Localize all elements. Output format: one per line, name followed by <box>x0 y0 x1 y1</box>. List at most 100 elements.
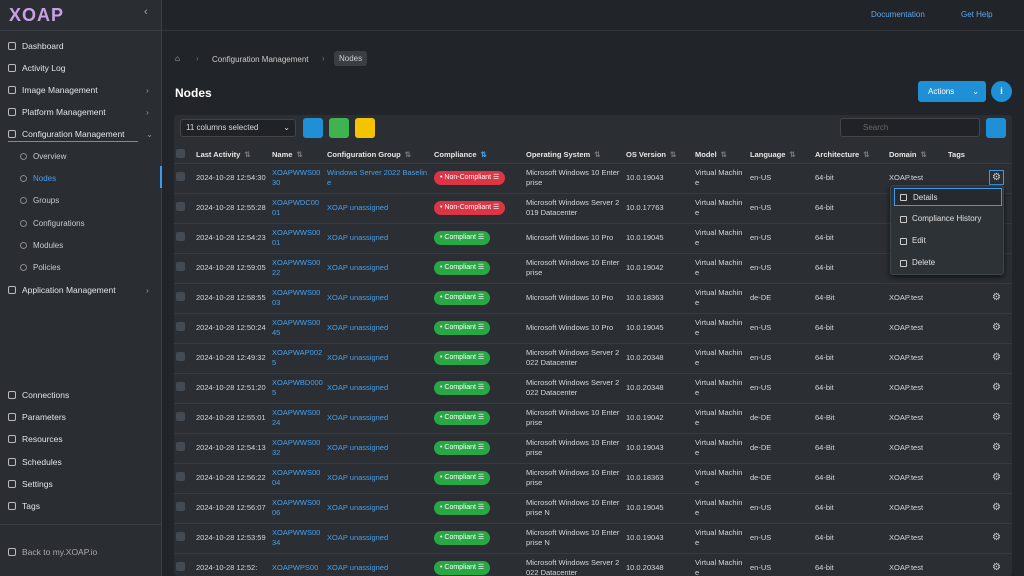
menu-item[interactable]: Edit <box>912 236 926 245</box>
export-button[interactable] <box>303 118 323 138</box>
nav-item[interactable]: Settings <box>8 479 53 489</box>
cell-text[interactable]: XOAPWWS0024 <box>272 408 321 427</box>
cell-text[interactable]: XOAPWWS0004 <box>272 468 321 487</box>
column-header[interactable]: Name ⇅ <box>272 150 303 160</box>
cell-text[interactable]: XOAPWWS0034 <box>272 528 321 547</box>
badge-label: Compliant <box>444 474 476 481</box>
nav-item[interactable]: Configuration Management ⌄ <box>8 129 153 142</box>
gear-icon[interactable]: ⚙ <box>992 382 1001 393</box>
column-header[interactable]: Domain ⇅ <box>889 150 927 160</box>
column-header[interactable]: OS Version ⇅ <box>626 150 677 160</box>
excel-button[interactable] <box>329 118 349 138</box>
cell-text[interactable]: XOAPWPS00 <box>272 563 319 573</box>
row-gear[interactable]: ⚙ <box>981 522 1012 553</box>
actions-button[interactable]: Actions ⌄ <box>918 81 986 102</box>
row-gear[interactable]: ⚙ <box>981 552 1012 576</box>
gear-icon[interactable]: ⚙ <box>992 442 1001 453</box>
gear-icon[interactable]: ⚙ <box>992 322 1001 333</box>
cell-arch: 64-bit <box>813 492 887 523</box>
filter-button[interactable] <box>986 118 1006 138</box>
cell-text[interactable]: XOAPWBD0005 <box>272 378 323 397</box>
cell-text[interactable]: XOAPWWS0001 <box>272 228 321 247</box>
nav-item[interactable]: Policies <box>20 263 61 272</box>
gear-icon[interactable]: ⚙ <box>992 502 1001 513</box>
column-header[interactable]: Language ⇅ <box>750 150 796 160</box>
menu-item[interactable]: Compliance History <box>912 214 982 223</box>
gear-icon[interactable]: ⚙ <box>992 412 1001 423</box>
row-checkbox[interactable] <box>174 312 194 343</box>
cell-text[interactable]: XOAPWDC0001 <box>272 198 320 217</box>
nav-item[interactable]: Image Management › <box>8 85 149 95</box>
nav-item[interactable]: Resources <box>8 434 63 444</box>
cell-text[interactable]: XOAPWWS0003 <box>272 288 321 307</box>
row-gear[interactable]: ⚙ <box>981 432 1012 463</box>
cell-text: 10.0.19043 <box>626 173 664 182</box>
row-checkbox[interactable] <box>174 282 194 313</box>
help-link[interactable]: Get Help <box>961 10 993 19</box>
collapse[interactable]: ‹ <box>144 6 148 18</box>
gear-icon[interactable]: ⚙ <box>989 170 1004 185</box>
search-input[interactable]: Search <box>840 118 980 137</box>
nav-item[interactable]: Schedules <box>8 457 62 467</box>
nav-item[interactable]: Connections <box>8 390 69 400</box>
cell-text[interactable]: XOAPWWS0030 <box>272 168 321 187</box>
menu-item[interactable]: Delete <box>912 258 936 267</box>
cell-text[interactable]: XOAPWWS0006 <box>272 498 321 517</box>
doc-link[interactable]: Documentation <box>871 10 925 19</box>
column-header[interactable]: Compliance ⇅ <box>434 150 487 160</box>
nav-item[interactable]: Back to my.XOAP.io <box>8 547 97 557</box>
gear-icon[interactable]: ⚙ <box>992 562 1001 574</box>
nav-item[interactable]: Dashboard <box>8 41 64 51</box>
cell-text[interactable]: XOAPWWS0045 <box>272 318 321 337</box>
cell-text[interactable]: XOAPWAP0025 <box>272 348 323 367</box>
row-gear[interactable]: ⚙ <box>981 282 1012 313</box>
cell-text[interactable]: XOAPWWS0032 <box>272 438 321 457</box>
gear-icon[interactable]: ⚙ <box>992 472 1001 483</box>
nav-item[interactable]: Overview <box>20 152 66 161</box>
nav-item[interactable]: Application Management › <box>8 285 149 295</box>
row-checkbox[interactable] <box>174 252 194 283</box>
row-gear[interactable]: ⚙ <box>981 312 1012 343</box>
row-checkbox[interactable] <box>174 192 194 223</box>
nav-item[interactable]: Tags <box>8 501 40 511</box>
nav-item[interactable]: Nodes <box>20 174 56 183</box>
nav-item[interactable]: Modules <box>20 241 63 250</box>
nav-item[interactable]: Parameters <box>8 412 66 422</box>
breadcrumb[interactable]: Configuration Management <box>212 55 309 64</box>
row-checkbox[interactable] <box>174 162 194 193</box>
row-gear[interactable]: ⚙ <box>981 402 1012 433</box>
nav-item[interactable]: Activity Log <box>8 63 65 73</box>
pdf-button[interactable] <box>355 118 375 138</box>
row-gear[interactable]: ⚙ <box>981 492 1012 523</box>
home-icon[interactable]: ⌂ <box>175 54 180 63</box>
row-checkbox[interactable] <box>174 552 194 576</box>
column-header[interactable]: Last Activity ⇅ <box>196 150 251 160</box>
row-checkbox[interactable] <box>174 222 194 253</box>
column-header[interactable]: Operating System ⇅ <box>526 150 601 160</box>
column-header[interactable]: Architecture ⇅ <box>815 150 870 160</box>
nav-item[interactable]: Configurations <box>20 219 85 228</box>
menu-item[interactable]: Details <box>894 188 1002 206</box>
gear-icon[interactable]: ⚙ <box>992 352 1001 363</box>
row-gear[interactable]: ⚙ <box>981 462 1012 493</box>
info-button[interactable]: i <box>991 81 1012 102</box>
column-select[interactable]: 11 columns selected ⌄ <box>180 119 296 137</box>
column-header[interactable]: Configuration Group ⇅ <box>327 150 412 160</box>
nav-item[interactable]: Platform Management › <box>8 107 149 117</box>
row-checkbox[interactable] <box>174 372 194 403</box>
row-checkbox[interactable] <box>174 342 194 373</box>
cell-text[interactable]: XOAPWWS0022 <box>272 258 321 277</box>
row-gear[interactable]: ⚙ <box>981 372 1012 403</box>
column-header[interactable]: Model ⇅ <box>695 150 727 160</box>
gear-icon[interactable]: ⚙ <box>992 292 1001 303</box>
gear-icon[interactable]: ⚙ <box>992 532 1001 543</box>
row-checkbox[interactable] <box>174 432 194 463</box>
row-gear[interactable]: ⚙ <box>981 342 1012 373</box>
column-header[interactable]: Tags <box>946 147 981 163</box>
row-checkbox[interactable] <box>174 402 194 433</box>
row-checkbox[interactable] <box>174 462 194 493</box>
nav-item[interactable]: Groups <box>20 196 59 205</box>
row-checkbox[interactable] <box>174 492 194 523</box>
row-checkbox[interactable] <box>174 522 194 553</box>
